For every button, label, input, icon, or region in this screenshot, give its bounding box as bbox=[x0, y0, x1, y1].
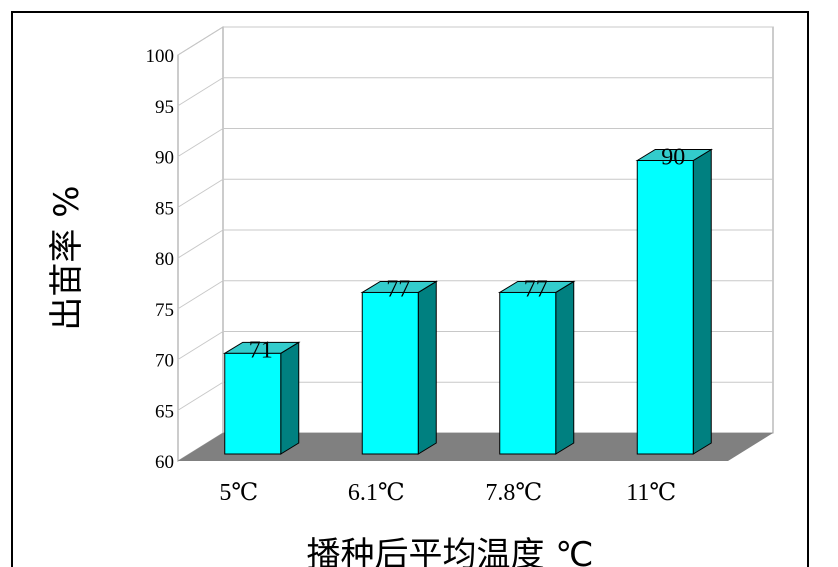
y-tick-label: 90 bbox=[155, 148, 174, 169]
data-label: 71 bbox=[249, 337, 273, 363]
data-label: 90 bbox=[661, 145, 685, 171]
x-tick-label: 11℃ bbox=[626, 480, 676, 506]
bar-side bbox=[280, 341, 300, 455]
gridline-side bbox=[177, 381, 224, 411]
bar-front bbox=[361, 291, 419, 455]
y-tick-label: 70 bbox=[155, 351, 174, 372]
bar: 90 bbox=[635, 145, 714, 455]
gridline-side bbox=[177, 178, 224, 208]
x-tick-label: 6.1℃ bbox=[348, 480, 405, 506]
chart-frame bbox=[11, 11, 809, 567]
data-label: 77 bbox=[524, 276, 548, 302]
x-tick-label: 7.8℃ bbox=[485, 480, 542, 506]
x-axis-title: 播种后平均温度 ℃ bbox=[307, 535, 594, 567]
y-tick-label: 100 bbox=[146, 46, 175, 67]
floor bbox=[178, 433, 773, 461]
gridline-side bbox=[177, 331, 224, 360]
bar-front bbox=[224, 352, 282, 455]
bar-side bbox=[555, 280, 575, 455]
y-tick-label: 85 bbox=[155, 198, 174, 219]
gridline-side bbox=[177, 77, 224, 107]
y-tick-label: 60 bbox=[155, 452, 174, 473]
bar: 77 bbox=[360, 276, 439, 455]
gridline-side bbox=[177, 280, 224, 310]
bar-side bbox=[692, 148, 712, 455]
y-tick-label: 65 bbox=[155, 401, 174, 422]
y-tick-label: 95 bbox=[155, 97, 174, 118]
bar-side bbox=[417, 280, 437, 455]
y-axis-title: 出苗率 % bbox=[47, 185, 87, 330]
bar-front bbox=[499, 291, 557, 455]
bar: 77 bbox=[497, 276, 576, 455]
gridline-side bbox=[177, 229, 224, 259]
x-axis-ticks: 5℃ 6.1℃ 7.8℃ 11℃ bbox=[219, 480, 676, 506]
x-tick-label: 5℃ bbox=[219, 480, 258, 506]
bar-front bbox=[636, 160, 694, 455]
y-tick-label: 80 bbox=[155, 249, 174, 270]
gridline-side bbox=[177, 26, 224, 56]
gridline-side bbox=[177, 128, 224, 157]
y-tick-label: 75 bbox=[155, 300, 174, 321]
data-label: 77 bbox=[386, 276, 410, 302]
y-axis-ticks: 60 65 70 75 80 85 90 95 100 bbox=[146, 46, 175, 473]
bars: 71 77 77 90 bbox=[222, 145, 714, 455]
bar: 71 bbox=[222, 337, 301, 455]
